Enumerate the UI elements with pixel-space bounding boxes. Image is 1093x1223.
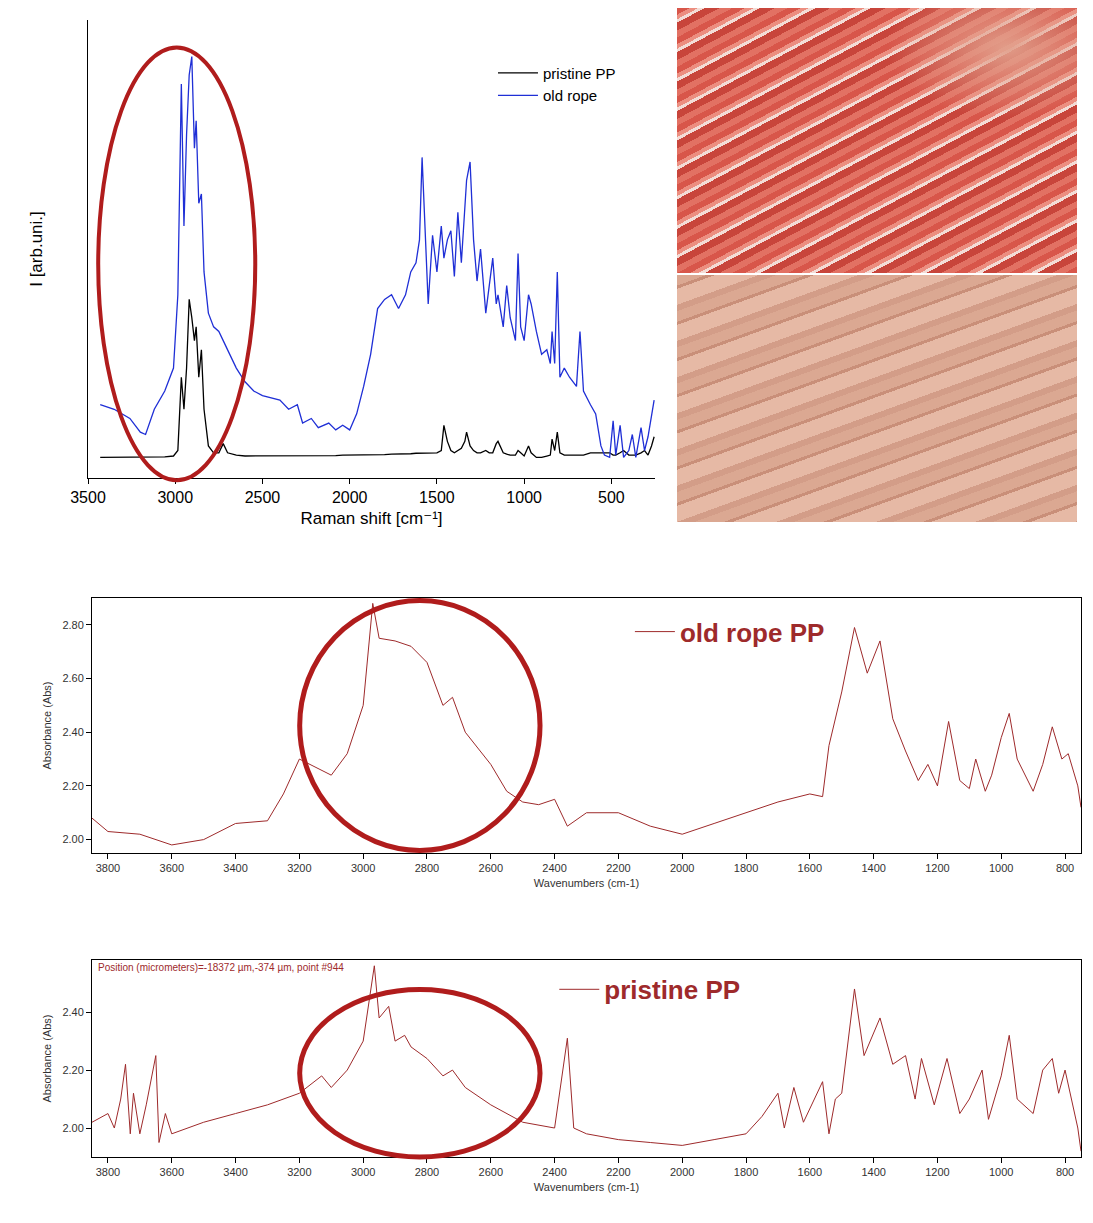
svg-text:2.00: 2.00 xyxy=(62,833,83,845)
svg-text:2000: 2000 xyxy=(670,862,694,874)
svg-text:I [arb.uni.]: I [arb.uni.] xyxy=(27,211,46,287)
svg-text:2500: 2500 xyxy=(245,489,281,506)
svg-text:2.80: 2.80 xyxy=(62,619,83,631)
svg-text:2200: 2200 xyxy=(606,1166,630,1178)
svg-text:3000: 3000 xyxy=(351,862,375,874)
svg-text:Position (micrometers)=-18372: Position (micrometers)=-18372 µm,-374 µm… xyxy=(98,962,344,973)
svg-text:2600: 2600 xyxy=(479,1166,503,1178)
svg-text:2800: 2800 xyxy=(415,1166,439,1178)
svg-text:2400: 2400 xyxy=(542,862,566,874)
svg-text:1000: 1000 xyxy=(506,489,542,506)
svg-text:2.40: 2.40 xyxy=(62,1006,83,1018)
svg-text:2200: 2200 xyxy=(606,862,630,874)
svg-text:Wavenumbers (cm-1): Wavenumbers (cm-1) xyxy=(534,1181,639,1193)
svg-text:2000: 2000 xyxy=(332,489,368,506)
svg-text:3800: 3800 xyxy=(96,862,120,874)
svg-text:3200: 3200 xyxy=(287,1166,311,1178)
svg-text:3400: 3400 xyxy=(223,862,247,874)
svg-text:1200: 1200 xyxy=(925,1166,949,1178)
svg-text:800: 800 xyxy=(1056,862,1074,874)
svg-text:2400: 2400 xyxy=(542,1166,566,1178)
svg-text:1000: 1000 xyxy=(989,1166,1013,1178)
svg-text:1400: 1400 xyxy=(861,862,885,874)
svg-text:3600: 3600 xyxy=(160,862,184,874)
svg-text:2.20: 2.20 xyxy=(62,780,83,792)
svg-text:Absorbance (Abs): Absorbance (Abs) xyxy=(41,1014,53,1102)
svg-text:old rope: old rope xyxy=(543,87,597,104)
svg-text:1200: 1200 xyxy=(925,862,949,874)
svg-text:1600: 1600 xyxy=(798,862,822,874)
svg-text:3000: 3000 xyxy=(351,1166,375,1178)
svg-text:500: 500 xyxy=(598,489,625,506)
svg-text:Raman shift [cm⁻¹]: Raman shift [cm⁻¹] xyxy=(300,509,442,528)
svg-text:2.40: 2.40 xyxy=(62,726,83,738)
svg-text:1000: 1000 xyxy=(989,862,1013,874)
svg-text:1500: 1500 xyxy=(419,489,455,506)
svg-text:3400: 3400 xyxy=(223,1166,247,1178)
svg-text:1600: 1600 xyxy=(798,1166,822,1178)
svg-text:3500: 3500 xyxy=(70,489,106,506)
svg-text:3800: 3800 xyxy=(96,1166,120,1178)
svg-text:1400: 1400 xyxy=(861,1166,885,1178)
svg-text:2.60: 2.60 xyxy=(62,672,83,684)
svg-text:2.20: 2.20 xyxy=(62,1064,83,1076)
svg-text:Wavenumbers (cm-1): Wavenumbers (cm-1) xyxy=(534,877,639,889)
svg-text:pristine PP: pristine PP xyxy=(604,975,740,1005)
svg-text:3000: 3000 xyxy=(157,489,193,506)
svg-text:3600: 3600 xyxy=(160,1166,184,1178)
svg-text:Absorbance (Abs): Absorbance (Abs) xyxy=(41,681,53,769)
svg-text:1800: 1800 xyxy=(734,1166,758,1178)
svg-text:pristine PP: pristine PP xyxy=(543,65,616,82)
svg-text:800: 800 xyxy=(1056,1166,1074,1178)
svg-text:old rope PP: old rope PP xyxy=(680,618,824,648)
svg-text:2600: 2600 xyxy=(479,862,503,874)
svg-text:2.00: 2.00 xyxy=(62,1122,83,1134)
svg-text:3200: 3200 xyxy=(287,862,311,874)
svg-text:2800: 2800 xyxy=(415,862,439,874)
svg-text:1800: 1800 xyxy=(734,862,758,874)
svg-text:2000: 2000 xyxy=(670,1166,694,1178)
